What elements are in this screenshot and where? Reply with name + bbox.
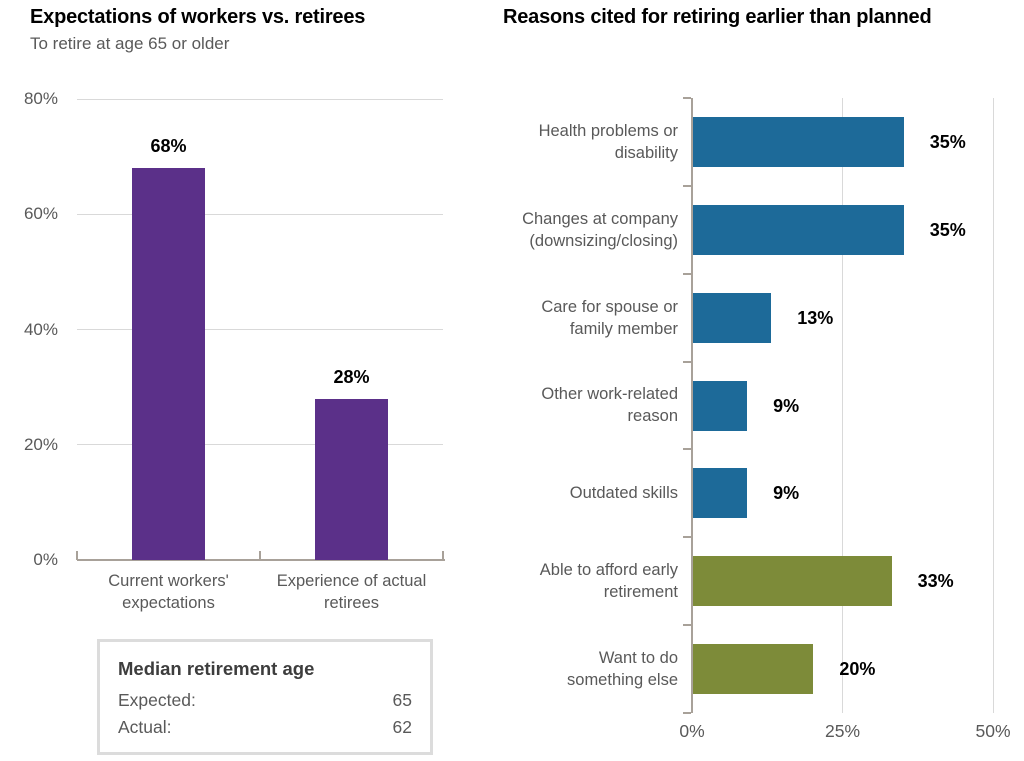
horizontal-bar (693, 116, 904, 167)
median-expected-label: Expected: (118, 690, 196, 710)
y-axis-tick-label: 40% (23, 319, 58, 339)
median-actual-label: Actual: (118, 717, 172, 737)
category-axis-label: Able to afford early retirement (539, 561, 678, 602)
y-axis-line (691, 98, 693, 713)
y-axis-tick-mark (683, 97, 691, 99)
y-axis-tick-mark (683, 448, 691, 451)
category-axis-label: Care for spouse or family member (541, 297, 678, 338)
x-axis-tick-label: 0% (679, 721, 705, 741)
bar-value-label: 9% (773, 395, 800, 416)
left-chart-title: Expectations of workers vs. retirees (30, 6, 366, 28)
median-expected-value: 65 (392, 690, 412, 710)
column-bar (132, 168, 205, 560)
category-axis-label: Experience of actual retirees (276, 572, 427, 612)
bar-value-label: 20% (839, 659, 876, 680)
y-axis-tick-mark (683, 536, 691, 539)
left-chart-subtitle: To retire at age 65 or older (30, 34, 230, 53)
horizontal-bar (693, 292, 772, 343)
h-gridline (77, 329, 443, 330)
median-retirement-age-box: Median retirement age Expected: 65 Actua… (97, 639, 433, 755)
category-axis-label: Other work-related reason (541, 385, 678, 426)
category-axis-label: Outdated skills (569, 484, 678, 503)
horizontal-bar (693, 644, 814, 695)
y-axis-tick-mark (683, 272, 691, 275)
x-axis-tick-label: 25% (824, 721, 861, 741)
bar-value-label: 35% (929, 131, 966, 152)
category-axis-label: Want to do something else (567, 649, 678, 690)
h-gridline (77, 444, 443, 446)
x-axis-tick-label: 50% (975, 721, 1011, 741)
bar-value-label: 9% (773, 483, 800, 504)
y-axis-tick-mark (683, 712, 691, 714)
y-axis-tick-mark (683, 360, 691, 363)
v-gridline (842, 98, 843, 713)
y-axis-tick-mark (683, 624, 691, 627)
y-axis-tick-label: 0% (33, 550, 58, 569)
x-axis-tick-mark (442, 551, 444, 560)
y-axis-tick-label: 80% (23, 89, 58, 108)
y-axis-tick-label: 20% (23, 434, 58, 454)
bar-value-label: 68% (150, 136, 187, 157)
bar-value-label: 33% (917, 571, 954, 592)
horizontal-bar (693, 380, 748, 431)
horizontal-bar (693, 468, 748, 519)
category-axis-label: Health problems or disability (538, 121, 678, 162)
x-axis-tick-mark (76, 551, 78, 560)
bar-value-label: 35% (929, 219, 966, 240)
bar-value-label: 28% (333, 366, 370, 387)
h-gridline (77, 98, 443, 100)
median-row-actual: Actual: 62 (118, 714, 412, 741)
y-axis-tick-mark (683, 184, 691, 187)
median-actual-value: 62 (392, 717, 412, 737)
category-axis-label: Current workers' expectations (108, 572, 229, 612)
v-gridline (992, 98, 994, 713)
x-axis-tick-mark (259, 551, 261, 560)
column-bar (315, 398, 388, 560)
category-axis-label: Changes at company (downsizing/closing) (522, 209, 678, 250)
x-axis-line (77, 559, 445, 561)
horizontal-bar (693, 556, 892, 607)
y-axis-tick-label: 60% (23, 204, 58, 224)
bar-value-label: 13% (797, 307, 834, 328)
median-row-expected: Expected: 65 (118, 687, 412, 714)
h-gridline (77, 213, 443, 215)
horizontal-bar (693, 204, 904, 255)
median-box-title: Median retirement age (118, 658, 315, 679)
right-chart-title: Reasons cited for retiring earlier than … (503, 6, 932, 28)
